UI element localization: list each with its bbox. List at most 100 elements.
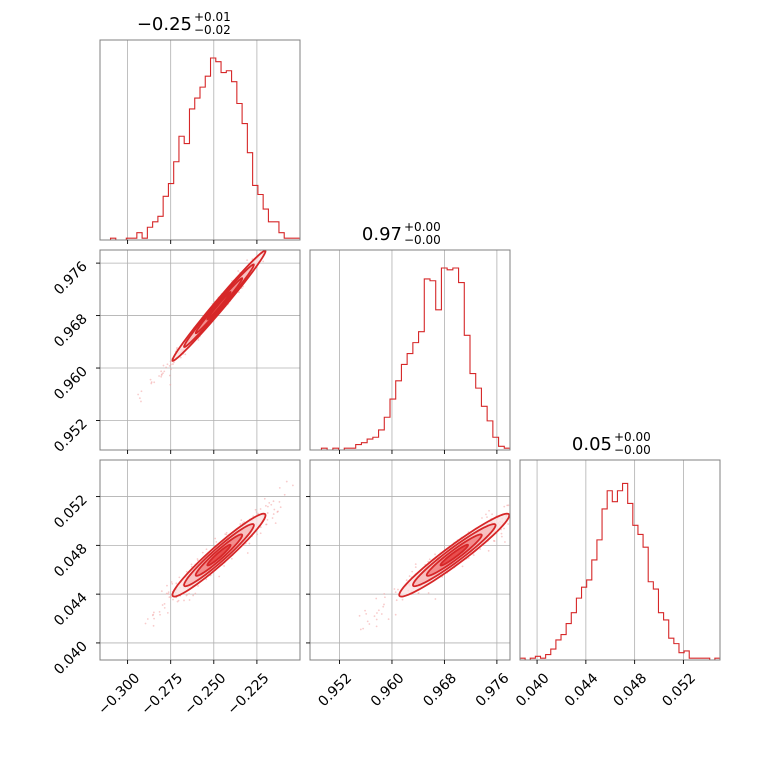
sample-point bbox=[160, 375, 163, 378]
histogram-p1 bbox=[310, 267, 510, 450]
sample-point bbox=[521, 502, 523, 504]
sample-point bbox=[215, 540, 218, 543]
sample-point bbox=[165, 592, 168, 595]
sample-point bbox=[411, 570, 414, 573]
ytick-label-p1-3: 0.976 bbox=[51, 259, 91, 299]
sample-point bbox=[170, 581, 173, 583]
sample-point bbox=[144, 622, 147, 625]
sample-point bbox=[146, 618, 149, 620]
sample-point bbox=[175, 582, 178, 585]
sample-point bbox=[255, 511, 258, 513]
sample-point bbox=[225, 531, 228, 534]
sample-point bbox=[270, 503, 273, 506]
title-lower-p1: −0.00 bbox=[404, 233, 441, 247]
sample-point bbox=[278, 486, 281, 489]
ytick-label-p2-3: 0.052 bbox=[51, 492, 91, 532]
sample-point bbox=[366, 620, 369, 623]
sample-point bbox=[394, 613, 397, 616]
sample-point bbox=[266, 512, 269, 514]
sample-point bbox=[417, 592, 420, 595]
sample-point bbox=[265, 242, 267, 244]
sample-point bbox=[273, 508, 276, 511]
panel-frame-0-0 bbox=[99, 39, 301, 241]
sample-point bbox=[267, 242, 269, 244]
sample-point bbox=[237, 270, 240, 272]
sample-point bbox=[262, 260, 265, 263]
contour-level-3 bbox=[439, 543, 469, 567]
sample-point bbox=[162, 372, 164, 375]
sample-point bbox=[272, 500, 275, 503]
sample-point bbox=[271, 517, 274, 519]
sample-point bbox=[266, 505, 269, 508]
sample-point bbox=[197, 559, 199, 562]
sample-point bbox=[375, 618, 378, 621]
sample-point bbox=[163, 606, 166, 609]
sample-point bbox=[504, 541, 506, 543]
sample-point bbox=[230, 557, 233, 560]
sample-point bbox=[524, 510, 526, 512]
sample-point bbox=[161, 373, 163, 376]
sample-point bbox=[205, 548, 208, 551]
sample-point bbox=[166, 584, 168, 587]
sample-point bbox=[562, 477, 564, 479]
sample-point bbox=[434, 553, 436, 556]
sample-point bbox=[461, 565, 464, 568]
contour-level-3 bbox=[206, 291, 232, 321]
sample-point bbox=[197, 339, 200, 341]
xtick-label-p1-3: 0.976 bbox=[473, 670, 513, 710]
sample-point bbox=[313, 463, 315, 465]
sample-point bbox=[428, 558, 431, 561]
sample-point bbox=[167, 591, 170, 594]
sample-point bbox=[506, 504, 509, 507]
sample-point bbox=[201, 551, 204, 554]
sample-point bbox=[488, 509, 490, 512]
sample-point bbox=[158, 610, 161, 613]
sample-point bbox=[275, 232, 277, 234]
sample-point bbox=[387, 618, 390, 621]
sample-point bbox=[375, 625, 378, 628]
sample-point bbox=[190, 563, 193, 566]
sample-point bbox=[481, 517, 483, 519]
sample-point bbox=[427, 592, 430, 594]
ytick-label-p1-0: 0.952 bbox=[51, 416, 91, 456]
panel-frame-2-0 bbox=[99, 459, 301, 661]
sample-point bbox=[169, 360, 172, 363]
sample-point bbox=[278, 501, 281, 503]
sample-point bbox=[246, 552, 249, 554]
sample-point bbox=[401, 598, 404, 601]
sample-point bbox=[492, 539, 495, 542]
ytick-label-p1-2: 0.968 bbox=[51, 311, 91, 351]
sample-point bbox=[272, 513, 275, 515]
panel-frame-2-2 bbox=[519, 459, 721, 661]
sample-point bbox=[254, 508, 257, 511]
sample-point bbox=[503, 505, 506, 508]
sample-point bbox=[161, 604, 164, 606]
title-main-p2: 0.05 bbox=[572, 434, 612, 455]
sample-point bbox=[169, 596, 172, 599]
sample-point bbox=[163, 370, 166, 373]
sample-point bbox=[380, 613, 383, 615]
title-main-p1: 0.97 bbox=[362, 224, 402, 245]
sample-point bbox=[168, 596, 171, 599]
sample-point bbox=[185, 594, 188, 597]
sample-point bbox=[375, 597, 378, 600]
sample-point bbox=[171, 582, 174, 585]
panel-frame-2-1 bbox=[309, 459, 511, 661]
sample-point bbox=[167, 592, 170, 595]
ytick-label-p1-1: 0.960 bbox=[51, 364, 91, 404]
sample-point bbox=[172, 363, 174, 365]
sample-point bbox=[224, 533, 227, 535]
sample-point bbox=[159, 613, 161, 616]
sample-point bbox=[140, 390, 143, 393]
sample-point bbox=[263, 245, 265, 247]
sample-point bbox=[176, 346, 178, 349]
sample-point bbox=[358, 614, 361, 617]
sample-point bbox=[239, 523, 242, 525]
sample-point bbox=[514, 509, 516, 511]
histogram-p2 bbox=[520, 482, 720, 660]
sample-point bbox=[485, 513, 487, 516]
sample-point bbox=[172, 598, 174, 601]
sample-point bbox=[377, 609, 380, 612]
sample-point bbox=[149, 378, 152, 381]
